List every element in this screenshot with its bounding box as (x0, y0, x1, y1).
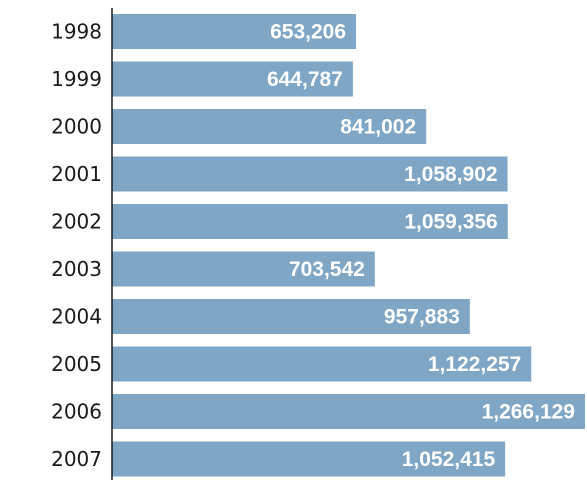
category-label-2001: 2001 (51, 162, 102, 186)
bar-value-label-2007: 1,052,415 (402, 448, 496, 471)
bar-value-label-2004: 957,883 (384, 306, 460, 329)
bar-value-label-2002: 1,059,356 (404, 211, 497, 234)
bar-2005 (112, 346, 532, 382)
bar-2002 (112, 204, 508, 239)
bar-value-label-2001: 1,058,902 (404, 163, 497, 186)
bar-value-label-1999: 644,787 (267, 68, 343, 91)
bars: 653,206 644,787 841,002 1,058,902 1,059,356 7… (112, 14, 585, 477)
bar-value-label-1998: 653,206 (270, 21, 346, 44)
bar-2004 (112, 299, 470, 334)
bar-2000 (112, 109, 427, 144)
bar-value-label-2003: 703,542 (289, 258, 365, 281)
category-label-2006: 2006 (51, 400, 102, 424)
bar-value-label-2000: 841,002 (340, 116, 416, 139)
bar-2007 (112, 441, 506, 477)
category-label-2003: 2003 (51, 257, 102, 281)
bar-value-label-2006: 1,266,129 (482, 401, 575, 424)
category-label-1998: 1998 (51, 20, 102, 44)
bar-1999 (112, 61, 353, 97)
category-label-2000: 2000 (51, 115, 102, 139)
category-label-2007: 2007 (51, 447, 102, 471)
category-labels: 1998 1999 2000 2001 2002 2003 2004 2005 2006 2007 (51, 20, 102, 472)
category-label-1999: 1999 (51, 67, 102, 91)
bar-2003 (112, 251, 375, 287)
bar-2001 (112, 156, 508, 192)
bar-value-label-2005: 1,122,257 (428, 353, 521, 376)
category-label-2002: 2002 (51, 210, 102, 234)
category-label-2004: 2004 (51, 305, 102, 329)
bar-1998 (112, 14, 357, 49)
category-label-2005: 2005 (51, 352, 102, 376)
bar-2006 (112, 394, 585, 429)
